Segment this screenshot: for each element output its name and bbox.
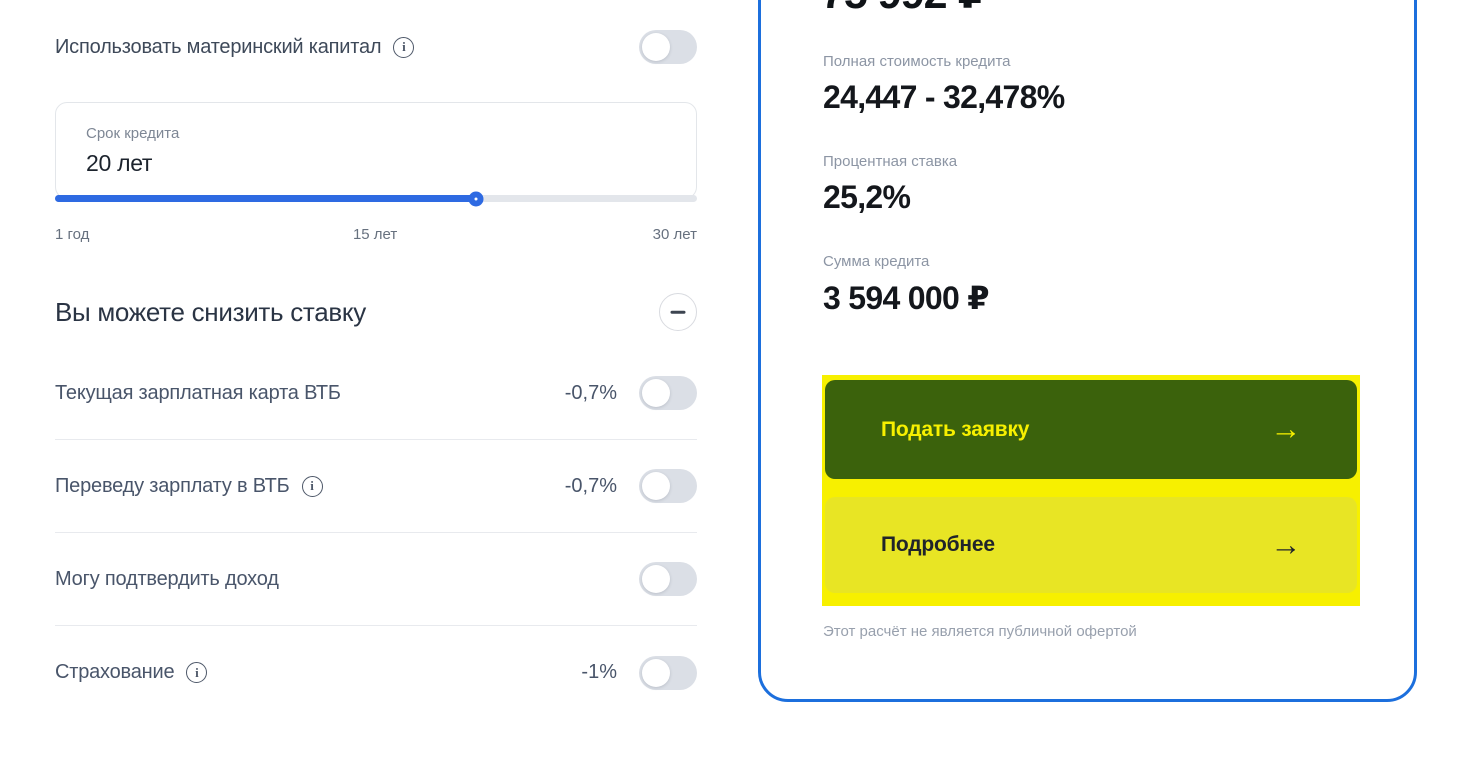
metric-value: 25,2%	[823, 179, 911, 215]
metric-full-cost: Полная стоимость кредита 24,447 - 32,478…	[823, 53, 1065, 116]
metric-label: Полная стоимость кредита	[823, 53, 1011, 70]
loan-term-card: Срок кредита 20 лет	[55, 102, 697, 206]
toggle-knob	[642, 33, 670, 61]
toggle-knob	[642, 472, 670, 500]
option-label: Текущая зарплатная карта ВТБ	[55, 381, 341, 404]
metric-value: 3 594 000 ₽	[823, 280, 990, 316]
metric-label: Процентная ставка	[823, 153, 958, 170]
arrow-right-icon: →	[1270, 526, 1301, 562]
scale-max-label: 30 лет	[652, 226, 697, 243]
loan-summary-card: 75 992 ₽ Полная стоимость кредита 24,447…	[758, 0, 1417, 702]
confirm-income-toggle[interactable]	[639, 562, 697, 596]
maternal-capital-label: Использовать материнский капитал	[55, 35, 382, 58]
submit-application-label: Подать заявку	[881, 417, 1030, 441]
loan-term-label: Срок кредита	[86, 125, 180, 142]
toggle-knob	[642, 379, 670, 407]
rate-section-header: Вы можете снизить ставку	[55, 293, 697, 331]
maternal-capital-row: Использовать материнский капитал i	[55, 30, 697, 64]
option-row-transfer-salary: Переведу зарплату в ВТБ i -0,7%	[55, 440, 697, 533]
toggle-knob	[642, 565, 670, 593]
toggle-knob	[642, 658, 670, 687]
info-icon[interactable]: i	[393, 36, 415, 58]
maternal-capital-toggle[interactable]	[639, 30, 697, 64]
more-details-button[interactable]: Подробнее →	[825, 497, 1357, 593]
discount-value: -0,7%	[564, 381, 617, 404]
insurance-toggle[interactable]	[639, 655, 697, 690]
slider-fill	[55, 195, 476, 202]
option-label: Страхование	[55, 661, 175, 683]
monthly-payment-value: 75 992 ₽	[821, 0, 987, 19]
loan-term-slider[interactable]	[55, 191, 697, 206]
metric-label: Сумма кредита	[823, 253, 930, 270]
rate-options-list: Текущая зарплатная карта ВТБ -0,7% Перев…	[55, 347, 697, 719]
option-label: Могу подтвердить доход	[55, 567, 279, 590]
option-row-salary-card: Текущая зарплатная карта ВТБ -0,7%	[55, 347, 697, 440]
metric-loan-amount: Сумма кредита 3 594 000 ₽	[823, 253, 990, 317]
option-row-confirm-income: Могу подтвердить доход	[55, 533, 697, 626]
transfer-salary-toggle[interactable]	[639, 469, 697, 503]
discount-value: -0,7%	[564, 474, 617, 497]
offer-disclaimer: Этот расчёт не является публичной оферто…	[823, 623, 1137, 640]
slider-handle[interactable]	[468, 191, 483, 206]
option-label: Переведу зарплату в ВТБ	[55, 474, 290, 497]
arrow-right-icon: →	[1270, 411, 1301, 446]
info-icon[interactable]: i	[186, 662, 208, 683]
more-details-label: Подробнее	[881, 533, 995, 556]
option-row-insurance: Страхование i -1%	[55, 626, 697, 719]
metric-value: 24,447 - 32,478%	[823, 79, 1065, 115]
rate-section-title: Вы можете снизить ставку	[55, 296, 366, 327]
scale-mid-label: 15 лет	[352, 226, 398, 243]
loan-term-value: 20 лет	[86, 150, 153, 176]
salary-card-toggle[interactable]	[639, 376, 697, 410]
scale-min-label: 1 год	[55, 226, 90, 243]
discount-value: -1%	[581, 661, 617, 683]
collapse-section-button[interactable]	[659, 293, 697, 331]
info-icon[interactable]: i	[301, 475, 323, 497]
minus-icon	[670, 310, 686, 314]
calculator-options-panel: Использовать материнский капитал i Срок …	[55, 0, 697, 758]
metric-interest-rate: Процентная ставка 25,2%	[823, 153, 957, 216]
submit-application-button[interactable]: Подать заявку →	[825, 380, 1357, 479]
